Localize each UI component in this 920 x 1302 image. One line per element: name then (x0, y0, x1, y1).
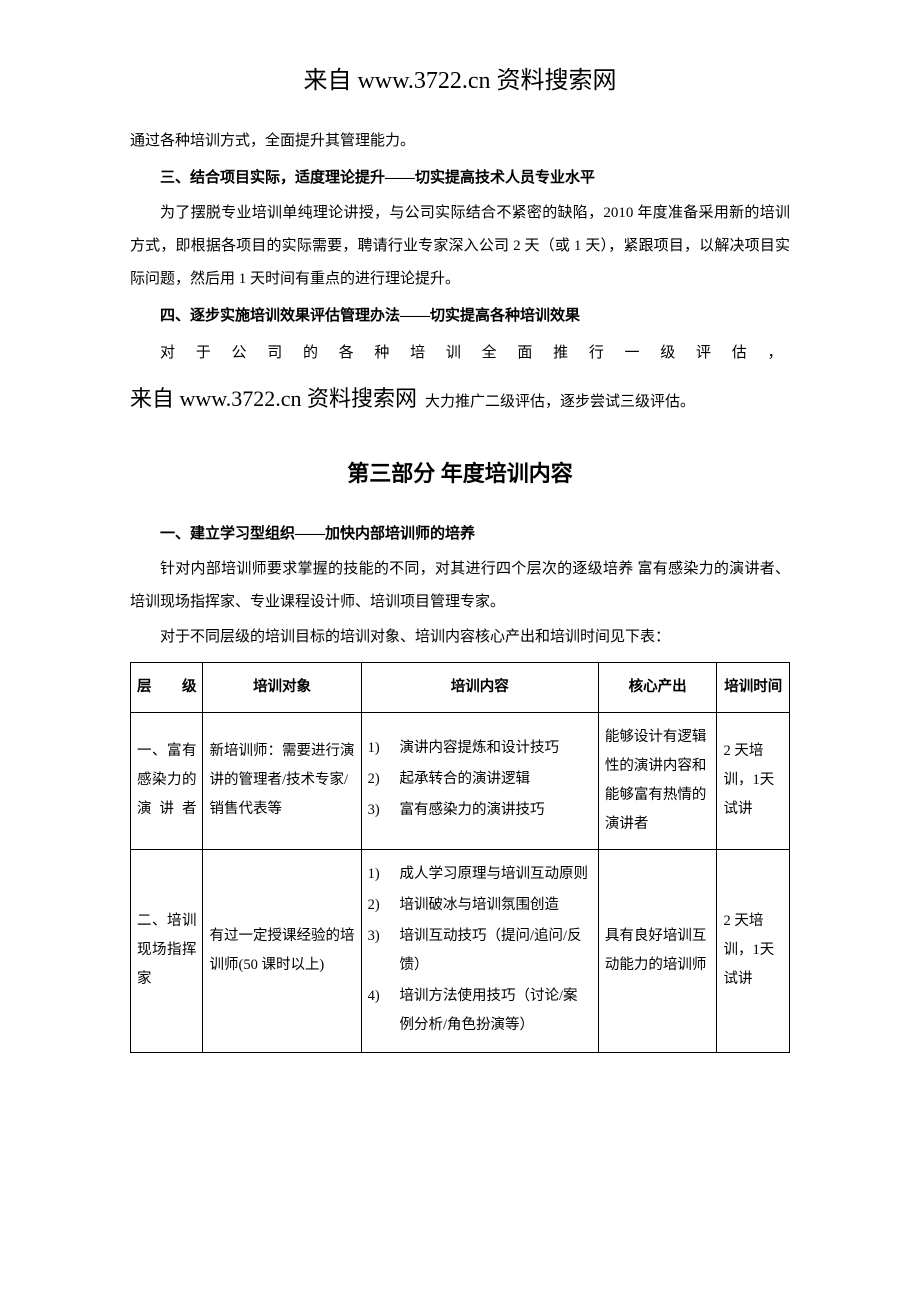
inline-source-watermark: 来自 www.3722.cn 资料搜索网 (130, 373, 417, 426)
cell-target: 有过一定授课经验的培训师(50 课时以上) (203, 849, 361, 1052)
col-header-content: 培训内容 (361, 662, 598, 712)
content-item: 培训破冰与培训氛围创造 (368, 891, 592, 920)
table-header-row: 层级 培训对象 培训内容 核心产出 培训时间 (131, 662, 790, 712)
content-item: 富有感染力的演讲技巧 (368, 796, 592, 825)
content-item: 成人学习原理与培训互动原则 (368, 860, 592, 889)
cell-output: 具有良好培训互动能力的培训师 (598, 849, 717, 1052)
heading-section-4: 四、逐步实施培训效果评估管理办法——切实提高各种培训效果 (130, 300, 790, 333)
header-source-watermark: 来自 www.3722.cn 资料搜索网 (130, 60, 790, 95)
col-header-output: 核心产出 (598, 662, 717, 712)
cell-output: 能够设计有逻辑性的演讲内容和能够富有热情的演讲者 (598, 712, 717, 849)
paragraph-section-4-line1: 对于公司的各种培训全面推行一级评估， (130, 335, 790, 371)
paragraph-intro-remainder: 通过各种培训方式，全面提升其管理能力。 (130, 125, 790, 158)
section-title-part-3: 第三部分 年度培训内容 (130, 456, 790, 488)
table-row: 二、培训现场指挥家 有过一定授课经验的培训师(50 课时以上) 成人学习原理与培… (131, 849, 790, 1052)
table-body: 一、富有感染力的演讲者 新培训师：需要进行演讲的管理者/技术专家/销售代表等 演… (131, 712, 790, 1052)
paragraph-section-3-body: 为了摆脱专业培训单纯理论讲授，与公司实际结合不紧密的缺陷，2010 年度准备采用… (130, 197, 790, 296)
subheading-1: 一、建立学习型组织——加快内部培训师的培养 (130, 518, 790, 551)
content-item: 演讲内容提炼和设计技巧 (368, 734, 592, 763)
content-list: 成人学习原理与培训互动原则 培训破冰与培训氛围创造 培训互动技巧（提问/追问/反… (368, 860, 592, 1040)
cell-content: 成人学习原理与培训互动原则 培训破冰与培训氛围创造 培训互动技巧（提问/追问/反… (361, 849, 598, 1052)
cell-time: 2 天培训，1天试讲 (717, 849, 790, 1052)
content-item: 培训互动技巧（提问/追问/反馈） (368, 922, 592, 980)
col-header-time: 培训时间 (717, 662, 790, 712)
content-item: 起承转合的演讲逻辑 (368, 765, 592, 794)
col-header-level: 层级 (131, 662, 203, 712)
paragraph-sub-1: 针对内部培训师要求掌握的技能的不同，对其进行四个层次的逐级培养 富有感染力的演讲… (130, 553, 790, 619)
paragraph-sub-2: 对于不同层级的培训目标的培训对象、培训内容核心产出和培训时间见下表： (130, 621, 790, 654)
training-table: 层级 培训对象 培训内容 核心产出 培训时间 一、富有感染力的演讲者 新培训师：… (130, 662, 790, 1053)
cell-time: 2 天培训，1天试讲 (717, 712, 790, 849)
cell-content: 演讲内容提炼和设计技巧 起承转合的演讲逻辑 富有感染力的演讲技巧 (361, 712, 598, 849)
content-item: 培训方法使用技巧（讨论/案例分析/角色扮演等） (368, 982, 592, 1040)
table-row: 一、富有感染力的演讲者 新培训师：需要进行演讲的管理者/技术专家/销售代表等 演… (131, 712, 790, 849)
inline-source-line: 来自 www.3722.cn 资料搜索网 大力推广二级评估，逐步尝试三级评估。 (130, 373, 790, 426)
cell-level: 一、富有感染力的演讲者 (131, 712, 203, 849)
cell-level: 二、培训现场指挥家 (131, 849, 203, 1052)
col-header-target: 培训对象 (203, 662, 361, 712)
content-list: 演讲内容提炼和设计技巧 起承转合的演讲逻辑 富有感染力的演讲技巧 (368, 734, 592, 825)
paragraph-section-4-tail: 大力推广二级评估，逐步尝试三级评估。 (425, 384, 695, 420)
heading-section-3: 三、结合项目实际，适度理论提升——切实提高技术人员专业水平 (130, 162, 790, 195)
cell-target: 新培训师：需要进行演讲的管理者/技术专家/销售代表等 (203, 712, 361, 849)
